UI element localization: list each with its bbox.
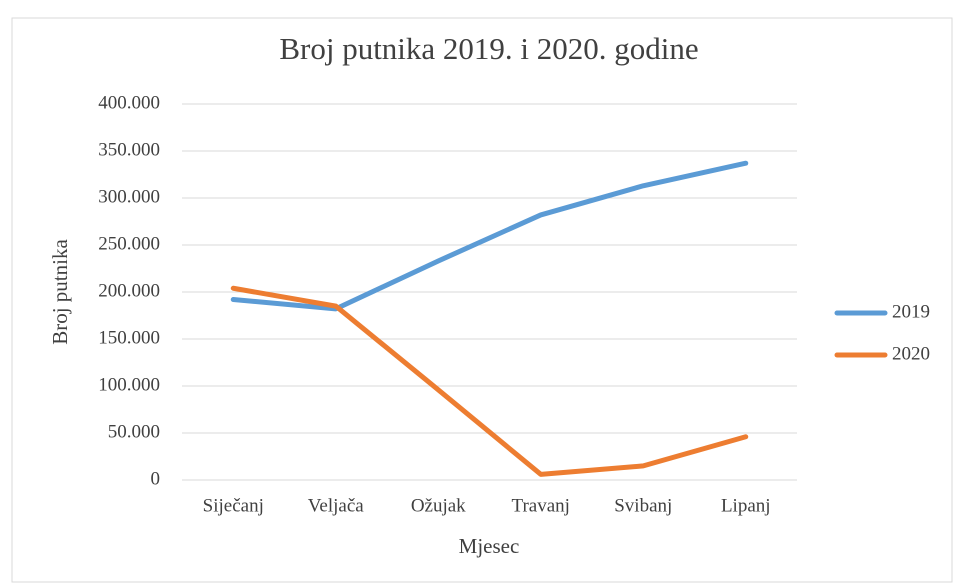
y-tick-label: 200.000 bbox=[98, 280, 160, 301]
legend-label: 2020 bbox=[892, 343, 930, 364]
y-tick-label: 50.000 bbox=[108, 421, 160, 442]
x-axis-label: Mjesec bbox=[459, 534, 520, 558]
x-tick-label: Veljača bbox=[308, 495, 364, 516]
line-series bbox=[230, 160, 749, 312]
chart-border bbox=[11, 17, 953, 583]
x-tick-label: Travanj bbox=[512, 495, 570, 516]
y-tick-label: 400.000 bbox=[98, 92, 160, 113]
y-axis-label: Broj putnika bbox=[48, 239, 72, 345]
legend-label: 2019 bbox=[892, 301, 930, 322]
x-tick-label: Svibanj bbox=[614, 495, 672, 516]
y-tick-label: 0 bbox=[151, 468, 161, 489]
x-tick-label: Lipanj bbox=[721, 495, 771, 516]
x-tick-label: Siječanj bbox=[203, 495, 264, 516]
y-tick-label: 250.000 bbox=[98, 233, 160, 254]
line-series bbox=[230, 285, 749, 477]
y-tick-label: 150.000 bbox=[98, 327, 160, 348]
y-tick-label: 300.000 bbox=[98, 186, 160, 207]
y-tick-label: 100.000 bbox=[98, 374, 160, 395]
chart-title: Broj putnika 2019. i 2020. godine bbox=[279, 31, 698, 66]
y-tick-label: 350.000 bbox=[98, 139, 160, 160]
x-tick-label: Ožujak bbox=[411, 495, 466, 516]
